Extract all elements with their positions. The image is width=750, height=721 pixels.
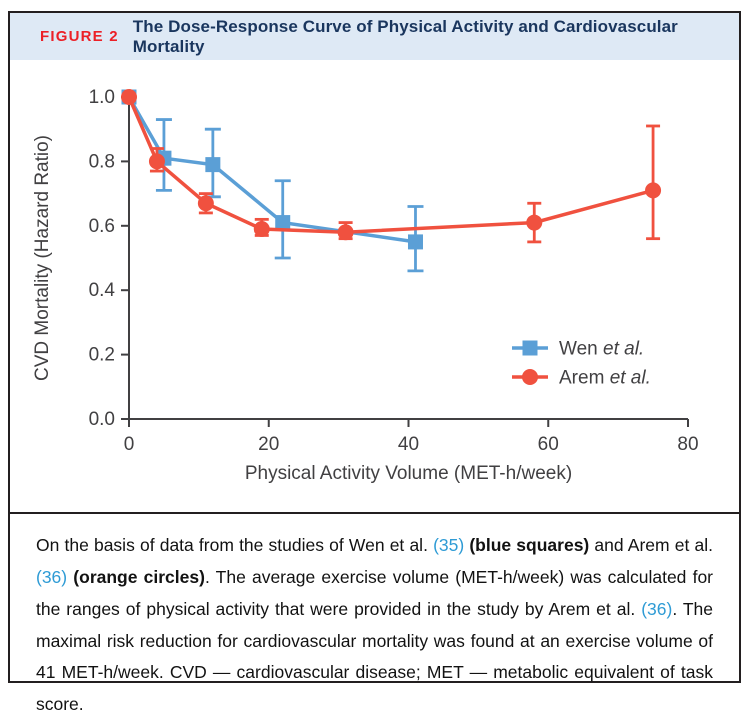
data-point: [205, 157, 221, 173]
caption-text: . The maximal risk reduction for cardiov…: [36, 598, 713, 715]
figure-title: The Dose-Response Curve of Physical Acti…: [132, 16, 678, 56]
x-tick-label: 40: [398, 434, 419, 455]
legend-marker: [522, 369, 538, 385]
x-tick-label: 60: [538, 434, 559, 455]
legend-item-wen: Wen et al.: [512, 339, 644, 360]
figure-number: FIGURE 2: [40, 28, 119, 45]
caption-text: (orange circles): [73, 566, 205, 587]
y-tick-label: 0.6: [89, 216, 115, 237]
y-axis-title: CVD Mortality (Hazard Ratio): [32, 135, 53, 381]
data-point: [526, 214, 543, 231]
x-tick-label: 0: [124, 434, 135, 455]
y-tick-label: 0.4: [89, 280, 116, 301]
caption-text: . The average exercise volume (MET-h/wee…: [36, 566, 714, 619]
dose-response-chart: 0 20 40 60 80 0.0 0.2 0.4 0.6 0.8 1.0 Physical Acti…: [32, 87, 699, 484]
caption-text: (blue squares): [469, 535, 590, 555]
citation-ref[interactable]: (35): [433, 535, 465, 555]
x-tick-label: 80: [677, 434, 698, 455]
y-tick-label: 0.8: [89, 151, 115, 172]
data-point: [197, 195, 214, 212]
series-line: [127, 96, 416, 244]
data-point: [407, 234, 423, 250]
data-point: [121, 89, 137, 105]
data-point: [148, 153, 165, 170]
series-arem: [121, 89, 662, 244]
data-point: [337, 224, 354, 241]
legend-item-arem: Arem et al.: [512, 368, 651, 389]
data-point: [253, 221, 270, 238]
axes: 0 20 40 60 80 0.0 0.2 0.4 0.6 0.8 1.0 Physical Acti…: [32, 87, 699, 484]
x-axis-title: Physical Activity Volume (MET-h/week): [245, 463, 572, 484]
legend-label: Wen et al.: [559, 339, 644, 360]
y-tick-label: 1.0: [89, 87, 115, 108]
legend-label: Arem et al.: [559, 368, 651, 389]
chart-area: 0 20 40 60 80 0.0 0.2 0.4 0.6 0.8 1.0 Physical Acti…: [10, 60, 739, 512]
legend-marker: [522, 340, 538, 356]
y-tick-label: 0.2: [89, 345, 115, 366]
caption-text: and Arem et al.: [589, 535, 713, 555]
data-point: [275, 215, 291, 231]
legend: Wen et al. Arem et al.: [512, 339, 651, 389]
citation-ref[interactable]: (36): [36, 566, 68, 587]
citation-ref[interactable]: (36): [641, 598, 673, 619]
series-wen: [121, 89, 424, 273]
caption-text: On the basis of data from the studies of…: [36, 535, 434, 555]
figure-panel: FIGURE 2 The Dose-Response Curve of Phys…: [8, 11, 741, 714]
x-tick-label: 20: [258, 434, 279, 455]
figure-header: FIGURE 2 The Dose-Response Curve of Phys…: [10, 13, 739, 60]
y-tick-label: 0.0: [89, 409, 115, 430]
figure-caption: On the basis of data from the studies of…: [10, 512, 739, 721]
data-point: [645, 182, 662, 199]
